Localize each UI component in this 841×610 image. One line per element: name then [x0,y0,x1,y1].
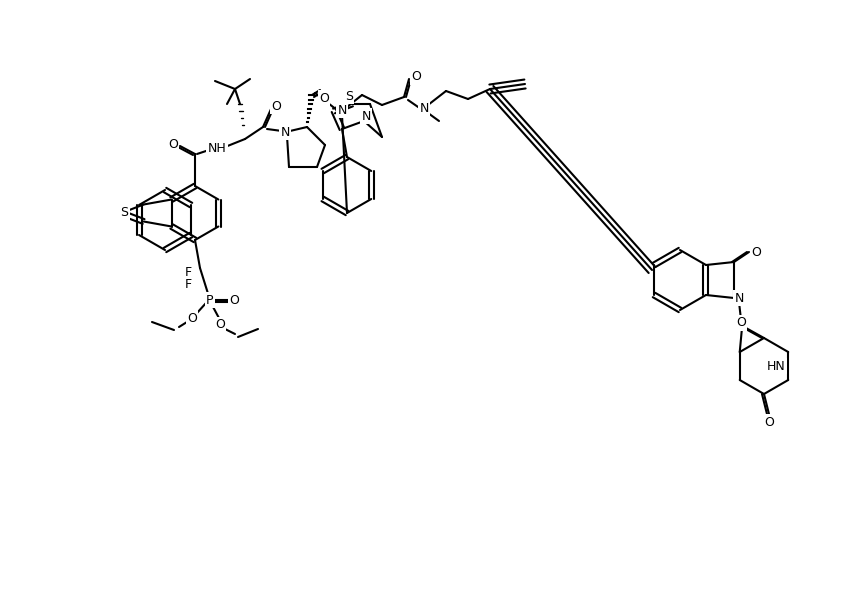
Text: S: S [120,207,129,220]
Text: O: O [736,317,746,329]
Text: O: O [411,71,421,84]
Text: O: O [764,415,774,428]
Text: HN: HN [767,359,785,373]
Text: S: S [345,90,353,102]
Text: NH: NH [208,143,226,156]
Text: N: N [280,126,289,138]
Text: P: P [206,293,214,306]
Text: F: F [184,279,192,292]
Text: O: O [187,312,197,325]
Text: N: N [362,110,371,123]
Text: O: O [319,92,329,104]
Text: N: N [420,102,429,115]
Text: F: F [184,267,192,279]
Text: O: O [168,137,178,151]
Text: O: O [751,245,761,259]
Text: O: O [215,318,225,331]
Text: N: N [734,292,743,304]
Text: O: O [229,293,239,306]
Text: N: N [337,104,346,117]
Text: O: O [271,99,281,112]
